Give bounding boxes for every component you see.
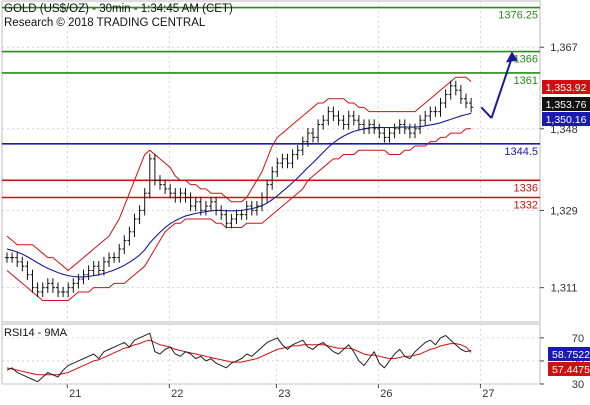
bollinger-lower-line: [6, 128, 472, 302]
price-bars: [5, 80, 474, 298]
chart-subtitle: Research © 2018 TRADING CENTRAL: [4, 17, 206, 29]
x-tick-label: 21: [69, 388, 81, 400]
price-badge-label: 1,350.16: [546, 114, 587, 126]
price-y-tick-label: 1,329: [550, 205, 578, 217]
price-badge: [542, 97, 590, 111]
rsi-badge: [548, 362, 590, 376]
forecast-line: [490, 57, 513, 119]
rsi-y-tick-label: 70: [572, 333, 584, 345]
price-grid: 1,367 1,348 1,329 1,311 21 22 23 26 27: [2, 1, 578, 400]
x-tick-label: 27: [482, 388, 494, 400]
price-panel-frame: [1, 0, 541, 323]
price-badges: 1,353.92 1,353.76 1,350.16: [542, 80, 590, 126]
level-label-support: 1332: [514, 199, 538, 211]
level-label-support: 1336: [514, 182, 538, 194]
price-badge: [542, 80, 590, 94]
level-label-pivot: 1344.5: [504, 146, 538, 158]
chart-title: GOLD (US$/OZ) - 30min - 1:34:45 AM (CET): [4, 3, 233, 15]
level-label-resistance: 1366: [514, 54, 538, 66]
rsi-y-tick-label: 30: [572, 379, 584, 391]
x-tick-label: 23: [278, 388, 290, 400]
x-tick-label: 26: [380, 388, 392, 400]
rsi-panel-frame: [1, 323, 541, 385]
price-y-tick-label: 1,311: [551, 283, 578, 295]
price-y-tick-label: 1,348: [550, 124, 578, 136]
price-badge: [542, 112, 590, 126]
level-label-resistance: 1376.25: [498, 10, 538, 22]
rsi-badge-label: 57.4475: [552, 364, 590, 376]
bollinger-upper-line: [6, 76, 472, 271]
forecast-arrowhead: [505, 51, 518, 63]
price-badge-label: 1,353.92: [546, 82, 587, 94]
level-label-resistance: 1361: [514, 75, 538, 87]
price-y-tick-label: 1,367: [550, 42, 578, 54]
price-badge-label: 1,353.76: [546, 99, 587, 111]
rsi-badge-label: 58.7522: [552, 349, 590, 361]
rsi-line: [6, 332, 472, 383]
forecast-pullback: [480, 106, 493, 119]
x-tick-label: 22: [171, 388, 183, 400]
forecast-arrow: [480, 51, 518, 119]
rsi-ma-line: [6, 339, 472, 376]
rsi-badge: [548, 347, 590, 361]
rsi-title: RSI14 - 9MA: [4, 327, 68, 339]
key-levels: 1376.25 1366 1361 1344.5 1336 1332: [2, 6, 540, 211]
moving-average-line: [6, 112, 472, 278]
price-indicators: [6, 76, 472, 302]
chart-header: GOLD (US$/OZ) - 30min - 1:34:45 AM (CET)…: [4, 3, 233, 29]
